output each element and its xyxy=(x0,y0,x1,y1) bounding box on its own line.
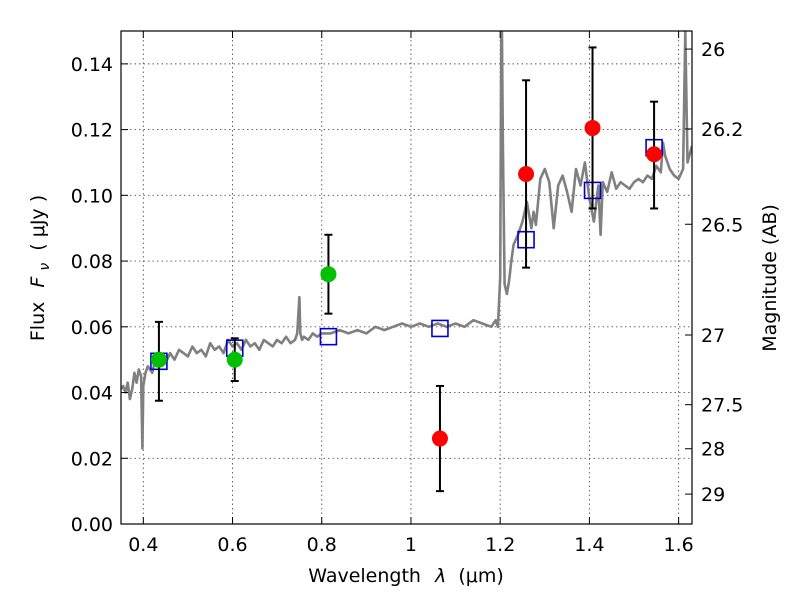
model-square-marker xyxy=(319,327,338,346)
x-tick-label: 0.6 xyxy=(217,534,247,556)
x-tick-label: 1 xyxy=(405,534,417,556)
y-tick-label: 0.08 xyxy=(71,251,113,273)
y2-tick-label: 29 xyxy=(701,484,725,506)
y-tick-label: 0.02 xyxy=(71,448,113,470)
x-axis-symbol: λ xyxy=(434,565,446,587)
x-tick-label: 0.8 xyxy=(307,534,337,556)
x-axis-title: Wavelength λ (μm) xyxy=(308,565,503,587)
measurement-point xyxy=(584,119,601,136)
y-tick-label: 0.00 xyxy=(71,514,113,536)
y2-tick-label: 27 xyxy=(701,325,725,347)
marker-layer xyxy=(150,46,663,493)
y2-tick-label: 27.5 xyxy=(701,395,743,417)
x-tick-label: 1.6 xyxy=(664,534,694,556)
y-tick-label: 0.10 xyxy=(71,185,113,207)
y-tick-label: 0.12 xyxy=(71,120,113,142)
y2-tick-label: 26.2 xyxy=(701,119,743,141)
y2-tick-label: 26 xyxy=(701,39,725,61)
measurement-point xyxy=(518,165,535,182)
y2-axis-title: Magnitude (AB) xyxy=(759,204,781,352)
grid-lines xyxy=(121,31,692,525)
x-tick-label: 0.4 xyxy=(128,534,158,556)
x-tick-label: 1.4 xyxy=(574,534,604,556)
y2-tick-label: 28 xyxy=(701,439,725,461)
y-axis-label: Flux xyxy=(27,302,49,342)
x-axis-unit: (μm) xyxy=(458,565,503,587)
y-axis-title: Flux F ν ( μJy ) xyxy=(27,195,54,341)
measurement-point xyxy=(646,146,663,163)
detection-point xyxy=(150,351,167,368)
y-tick-label: 0.06 xyxy=(71,317,113,339)
y2-tick-label: 26.5 xyxy=(701,214,743,236)
y-tick-label: 0.04 xyxy=(71,383,113,405)
x-tick-label: 1.2 xyxy=(485,534,515,556)
model-square-marker xyxy=(431,319,449,338)
spectrum-layer xyxy=(121,31,692,450)
detection-point xyxy=(320,266,337,283)
x-axis-label: Wavelength xyxy=(308,565,421,587)
axis-ticks: 0.4 0.6 0.8 1 1.2 1.4 1.6 0.00 0.02 0.04 0.06 0.08 0… xyxy=(71,31,743,556)
detection-point xyxy=(226,351,243,368)
y-axis-unit: ( μJy ) xyxy=(27,195,49,251)
y-axis-subscript: ν xyxy=(37,263,53,271)
spectrum-line xyxy=(121,31,692,450)
plot-frame xyxy=(120,30,693,525)
y-axis-symbol: F xyxy=(27,276,49,288)
measurement-point xyxy=(431,430,448,447)
y-tick-label: 0.14 xyxy=(71,54,113,76)
